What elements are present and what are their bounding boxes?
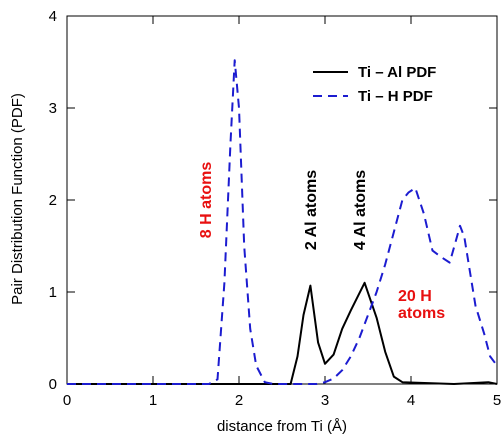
x-axis-title: distance from Ti (Å) (217, 418, 347, 435)
annotation-8-h-atoms: 8 H atoms (198, 162, 215, 239)
x-tick-label: 3 (321, 392, 329, 409)
y-tick-label: 0 (49, 376, 57, 393)
x-tick-label: 4 (407, 392, 415, 409)
y-axis-title: Pair Distribution Function (PDF) (9, 93, 26, 305)
y-tick-label: 3 (49, 100, 57, 117)
x-tick-label: 0 (63, 392, 71, 409)
x-tick-label: 2 (235, 392, 243, 409)
x-tick-label: 1 (149, 392, 157, 409)
annotation-20-h: 20 H (398, 288, 432, 305)
annotation-2-al-atoms: 2 Al atoms (303, 170, 320, 250)
tick-labels: 0 1 2 3 4 5 0 1 2 3 4 (49, 8, 502, 409)
series-line-ti-al (67, 281, 498, 385)
annotation-atoms: atoms (398, 305, 445, 322)
y-tick-label: 4 (49, 8, 57, 25)
annotation-4-al-atoms: 4 Al atoms (352, 170, 369, 250)
y-tick-label: 1 (49, 284, 57, 301)
annotations: 8 H atoms 2 Al atoms 4 Al atoms 20 H ato… (198, 162, 445, 322)
legend-label-ti-al: Ti – Al PDF (358, 64, 436, 81)
series-layer (67, 59, 498, 385)
x-tick-label: 5 (493, 392, 501, 409)
legend: Ti – Al PDF Ti – H PDF (313, 64, 436, 105)
legend-label-ti-h: Ti – H PDF (358, 88, 433, 105)
y-tick-label: 2 (49, 192, 57, 209)
series-line-ti-h (67, 59, 498, 385)
